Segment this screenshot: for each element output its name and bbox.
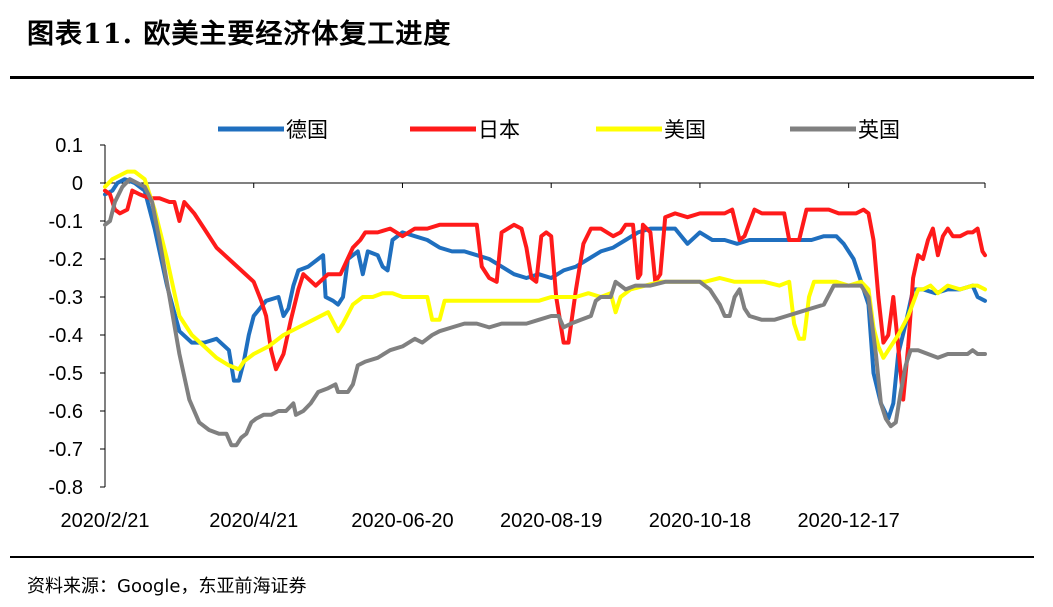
x-tick-label: 2020-10-18 bbox=[649, 510, 751, 532]
legend-label: 日本 bbox=[478, 119, 520, 142]
legend-label: 德国 bbox=[286, 119, 328, 142]
chart-legend: 德国 日本 美国 英国 bbox=[218, 119, 900, 142]
x-tick-label: 2020-12-17 bbox=[798, 510, 900, 532]
series-line bbox=[103, 188, 987, 402]
chart-series bbox=[103, 169, 987, 448]
top-divider bbox=[10, 76, 1034, 79]
y-tick-label: -0.1 bbox=[49, 211, 83, 233]
legend-label: 英国 bbox=[858, 119, 900, 142]
legend-label: 美国 bbox=[664, 119, 706, 142]
y-tick-label: -0.3 bbox=[49, 287, 83, 309]
y-tick-label: -0.7 bbox=[49, 439, 83, 461]
page-title: 图表11. 欧美主要经济体复工进度 bbox=[27, 19, 452, 50]
y-tick-label: -0.5 bbox=[49, 363, 83, 385]
source-note: 资料来源：Google，东亚前海证券 bbox=[27, 576, 307, 597]
x-tick-label: 2020/4/21 bbox=[209, 510, 298, 532]
bottom-divider bbox=[10, 556, 1034, 558]
y-tick-label: 0.1 bbox=[55, 135, 83, 157]
x-tick-label: 2020-08-19 bbox=[500, 510, 602, 532]
series-line bbox=[103, 177, 987, 421]
series-line bbox=[103, 177, 987, 448]
chart-axes: 0.1 0 -0.1 -0.2 -0.3 -0.4 -0.5 -0.6 -0.7 -0.8 2020… bbox=[49, 135, 986, 532]
y-tick-label: -0.4 bbox=[49, 325, 83, 347]
series-line bbox=[103, 169, 987, 372]
y-tick-label: -0.2 bbox=[49, 249, 83, 271]
y-tick-label: -0.8 bbox=[49, 477, 83, 499]
x-tick-label: 2020/2/21 bbox=[61, 510, 150, 532]
x-tick-label: 2020-06-20 bbox=[351, 510, 453, 532]
y-tick-label: 0 bbox=[72, 173, 83, 195]
y-tick-label: -0.6 bbox=[49, 401, 83, 423]
